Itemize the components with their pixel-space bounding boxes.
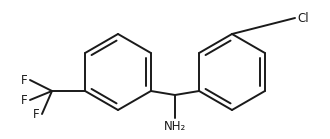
Text: F: F [33,107,40,121]
Text: NH₂: NH₂ [164,120,186,133]
Text: F: F [21,74,28,86]
Text: Cl: Cl [297,12,309,24]
Text: F: F [21,94,28,106]
